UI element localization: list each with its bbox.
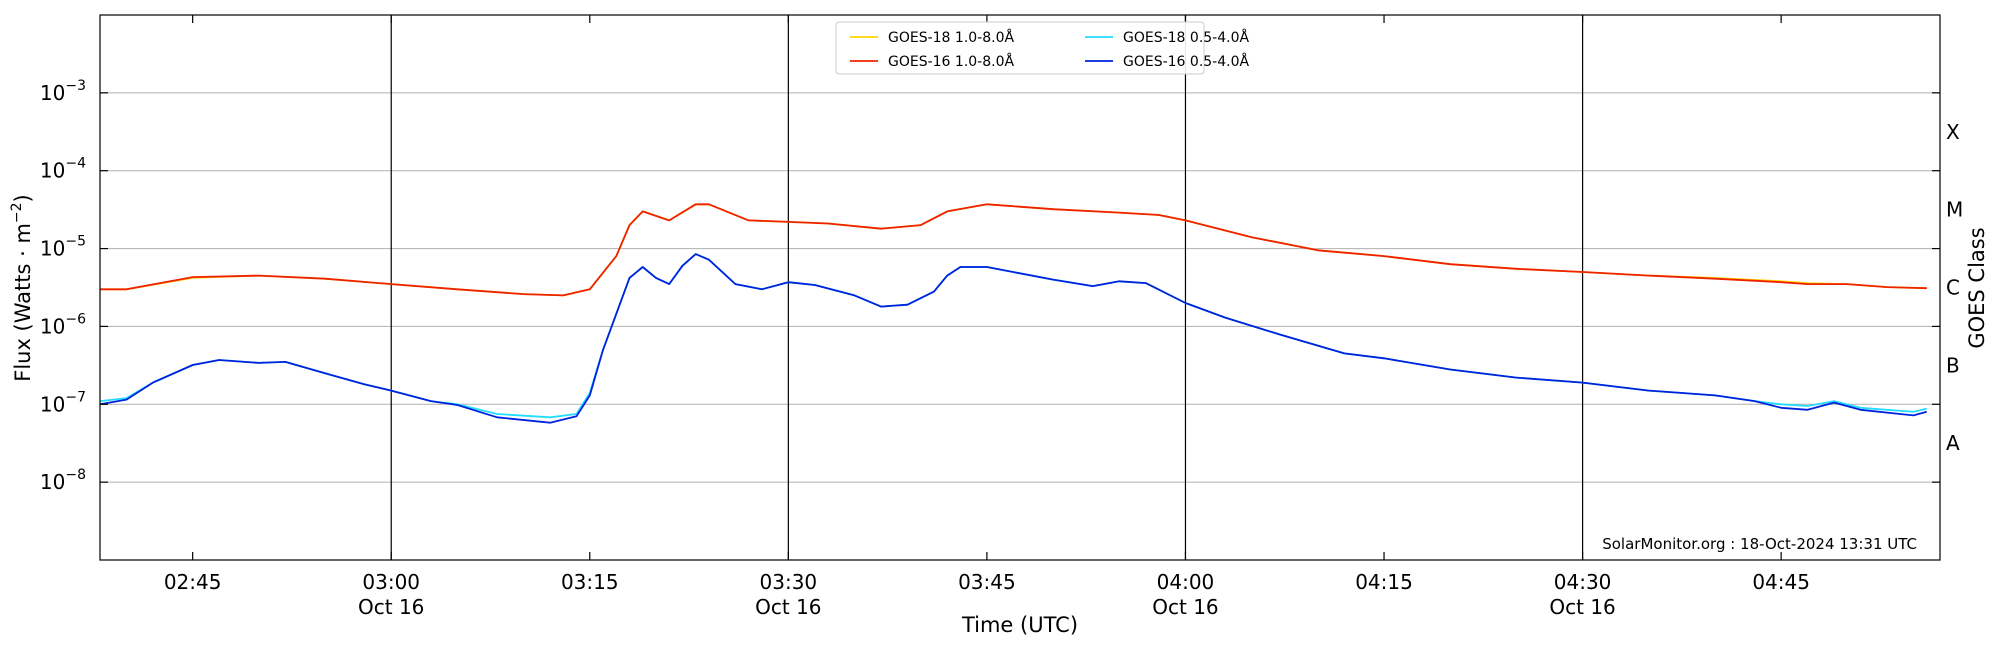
y-tick-label: 10−6 xyxy=(40,311,86,338)
x-axis-title: Time (UTC) xyxy=(961,613,1078,637)
y-tick-base: 10 xyxy=(40,392,65,416)
credit-text: SolarMonitor.org : 18-Oct-2024 13:31 UTC xyxy=(1602,535,1917,553)
x-tick-label: 04:45 xyxy=(1752,570,1810,594)
legend-label: GOES-16 1.0-8.0Å xyxy=(888,53,1014,70)
legend-label: GOES-18 1.0-8.0Å xyxy=(888,29,1014,46)
x-tick-label: 03:45 xyxy=(958,570,1016,594)
x-tick-label: 04:15 xyxy=(1355,570,1413,594)
y-tick-exponent: −8 xyxy=(65,467,86,483)
x-tick-date-label: Oct 16 xyxy=(1549,595,1615,619)
goes-class-label-c: C xyxy=(1946,276,1960,300)
x-tick-date-label: Oct 16 xyxy=(358,595,424,619)
y-tick-base: 10 xyxy=(40,237,65,261)
y-tick-label: 10−7 xyxy=(40,389,86,416)
y-tick-label: 10−5 xyxy=(40,234,86,261)
plot-frame xyxy=(99,14,1941,561)
series-line-1 xyxy=(100,203,1927,297)
day-boundary-lines xyxy=(390,15,1584,560)
y-tick-exponent: −4 xyxy=(65,156,86,172)
goes-class-axis-title: GOES Class xyxy=(1965,227,1989,348)
x-tick-date-label: Oct 16 xyxy=(755,595,821,619)
y-tick-label: 10−3 xyxy=(40,78,86,105)
y-tick-exponent: −5 xyxy=(65,234,86,250)
grid-layer xyxy=(100,92,1940,483)
x-tick-label: 03:00 xyxy=(362,570,420,594)
x-tick-date-label: Oct 16 xyxy=(1152,595,1218,619)
goes-class-label-m: M xyxy=(1946,198,1963,222)
y-tick-base: 10 xyxy=(40,159,65,183)
y-tick-base: 10 xyxy=(40,314,65,338)
series-line-3 xyxy=(99,253,1928,419)
goes-class-label-a: A xyxy=(1946,431,1960,455)
goes-class-label-x: X xyxy=(1946,120,1960,144)
legend-label: GOES-18 0.5-4.0Å xyxy=(1123,29,1249,46)
y-axis-title: Flux (Watts · m−2) xyxy=(9,194,35,382)
goes-class-label-b: B xyxy=(1946,353,1960,377)
legend: GOES-18 1.0-8.0Å GOES-16 1.0-8.0Å GOES-18 … xyxy=(835,21,1249,75)
y-axis-title-main: Flux (Watts · m xyxy=(11,223,35,382)
x-tick-label: 04:30 xyxy=(1554,570,1612,594)
y-tick-base: 10 xyxy=(40,470,65,494)
series-line-4 xyxy=(99,253,1928,424)
x-tick-label: 03:15 xyxy=(561,570,619,594)
y-tick-exponent: −3 xyxy=(65,78,86,94)
x-tick-label: 04:00 xyxy=(1157,570,1215,594)
series-layer xyxy=(99,203,1928,424)
x-tick-label: 02:45 xyxy=(164,570,222,594)
x-tick-label: 03:30 xyxy=(760,570,818,594)
y-tick-label: 10−8 xyxy=(40,467,86,494)
y-tick-label: 10−4 xyxy=(40,156,86,183)
series-line-2 xyxy=(100,203,1927,297)
legend-label: GOES-16 0.5-4.0Å xyxy=(1123,53,1249,70)
y-axis-title-exponent: −2 xyxy=(9,202,25,223)
y-tick-exponent: −7 xyxy=(65,389,86,405)
y-tick-exponent: −6 xyxy=(65,311,86,327)
y-axis-title-close: ) xyxy=(11,194,35,202)
y-tick-base: 10 xyxy=(40,81,65,105)
